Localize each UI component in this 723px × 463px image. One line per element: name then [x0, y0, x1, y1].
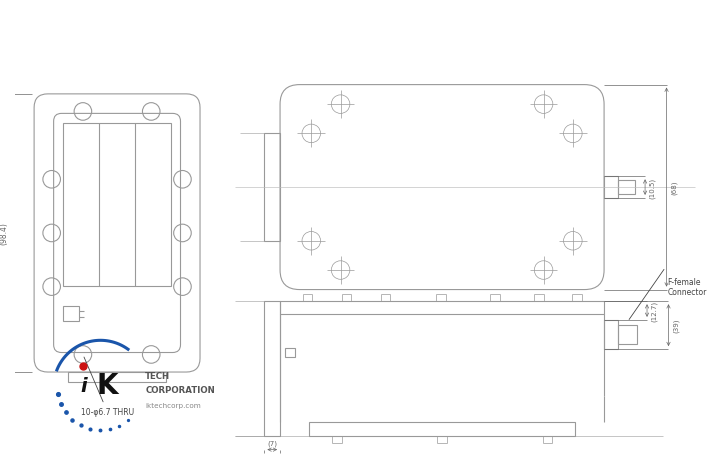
Bar	[280, 301, 604, 314]
Text: (98.4): (98.4)	[0, 222, 9, 245]
Bar	[604, 320, 617, 350]
Text: 10-φ6.7 THRU: 10-φ6.7 THRU	[81, 357, 134, 416]
Bar	[604, 177, 617, 198]
Text: CORPORATION: CORPORATION	[145, 385, 215, 394]
Text: (68): (68)	[670, 181, 677, 195]
Text: (39): (39)	[672, 318, 679, 333]
Text: (12.7): (12.7)	[651, 300, 657, 321]
Bar	[265, 301, 280, 436]
Text: (10.5): (10.5)	[649, 177, 656, 198]
Bar	[285, 348, 295, 357]
Text: K: K	[97, 371, 118, 400]
Bar	[64, 306, 79, 322]
Bar	[309, 422, 575, 436]
Text: TECH: TECH	[145, 371, 171, 380]
Bar	[68, 372, 166, 382]
Bar	[64, 124, 171, 286]
Text: i: i	[80, 376, 87, 395]
Text: iktechcorp.com: iktechcorp.com	[145, 402, 201, 408]
Bar	[617, 325, 637, 344]
Bar	[617, 181, 636, 194]
Text: F-female
Connector: F-female Connector	[667, 277, 707, 297]
Text: (7): (7)	[268, 439, 277, 446]
Bar	[265, 134, 280, 241]
